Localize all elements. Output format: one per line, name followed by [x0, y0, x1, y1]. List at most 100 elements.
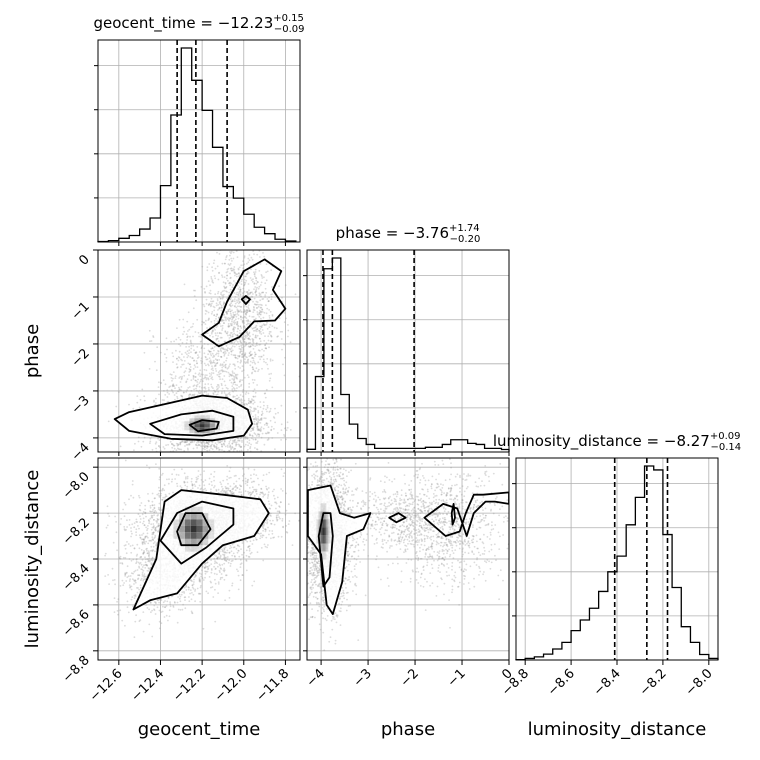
scatter-point: [235, 377, 238, 379]
scatter-point: [271, 293, 274, 295]
scatter-point: [252, 402, 255, 405]
scatter-point: [228, 304, 231, 306]
scatter-point: [185, 440, 188, 442]
scatter-point: [278, 285, 280, 287]
scatter-point: [206, 374, 208, 377]
scatter-point: [204, 355, 207, 358]
scatter-point: [258, 332, 261, 334]
scatter-point: [195, 385, 198, 388]
scatter-point: [232, 316, 235, 318]
scatter-point: [217, 352, 220, 355]
density-panel-phase_vs_geocent_time: [97, 247, 301, 453]
scatter-point: [188, 371, 191, 373]
scatter-point: [161, 488, 164, 491]
scatter-point: [236, 334, 239, 337]
scatter-point: [161, 399, 164, 401]
scatter-point: [209, 361, 212, 364]
scatter-point: [268, 332, 271, 335]
scatter-point: [161, 499, 164, 501]
scatter-point: [237, 311, 239, 313]
scatter-point: [162, 379, 165, 382]
scatter-point: [158, 439, 161, 441]
scatter-point: [233, 305, 236, 308]
scatter-point: [189, 441, 192, 444]
scatter-point: [210, 300, 212, 303]
title-value: phase = −3.76: [336, 224, 449, 242]
scatter-point: [244, 316, 247, 319]
scatter-point: [243, 345, 245, 348]
scatter-point: [238, 282, 241, 284]
scatter-point: [217, 292, 219, 295]
scatter-point: [250, 256, 253, 259]
scatter-point: [143, 436, 146, 439]
scatter-point: [253, 420, 256, 423]
scatter-point: [188, 374, 190, 376]
scatter-point: [124, 573, 127, 576]
scatter-point: [229, 373, 232, 376]
scatter-point: [217, 447, 220, 449]
scatter-point: [229, 547, 231, 550]
scatter-point: [189, 393, 192, 396]
scatter-point: [255, 408, 257, 411]
scatter-point: [137, 436, 140, 439]
density-cell: [199, 427, 205, 431]
scatter-point: [249, 354, 252, 356]
scatter-point: [165, 337, 168, 340]
scatter-point: [115, 531, 118, 534]
scatter-point: [219, 571, 221, 573]
scatter-point: [252, 395, 255, 398]
scatter-point: [203, 287, 206, 290]
scatter-point: [253, 408, 256, 411]
scatter-point: [251, 357, 254, 359]
scatter-point: [238, 301, 241, 304]
scatter-point: [252, 399, 255, 402]
scatter-point: [241, 350, 244, 353]
scatter-point: [240, 449, 243, 452]
scatter-point: [189, 393, 191, 396]
scatter-point: [216, 337, 219, 340]
scatter-point: [245, 341, 248, 344]
scatter-point: [224, 282, 227, 285]
scatter-point: [256, 426, 259, 429]
scatter-point: [233, 271, 236, 273]
scatter-point: [258, 303, 260, 306]
scatter-point: [166, 391, 169, 394]
scatter-point: [230, 269, 233, 272]
scatter-point: [243, 355, 246, 357]
scatter-point: [266, 363, 269, 366]
scatter-point: [215, 443, 218, 446]
scatter-point: [191, 325, 194, 328]
scatter-point: [229, 322, 232, 325]
scatter-point: [255, 247, 257, 249]
scatter-point: [257, 287, 260, 290]
scatter-point: [173, 444, 176, 447]
scatter-point: [207, 442, 209, 444]
scatter-point: [219, 370, 221, 372]
scatter-point: [238, 274, 241, 277]
scatter-point: [239, 484, 241, 487]
scatter-point: [238, 355, 241, 358]
scatter-point: [174, 398, 176, 401]
scatter-point: [229, 310, 232, 313]
scatter-point: [206, 445, 208, 447]
scatter-point: [226, 318, 229, 320]
scatter-point: [246, 359, 249, 362]
scatter-point: [195, 387, 197, 390]
histogram-step-geocent_time: [97, 47, 297, 243]
scatter-point: [218, 449, 220, 451]
scatter-point: [142, 532, 145, 535]
scatter-point: [249, 345, 252, 348]
scatter-point: [246, 441, 249, 443]
scatter-point: [260, 418, 263, 421]
scatter-point: [206, 327, 208, 329]
scatter-point: [186, 350, 189, 353]
scatter-point: [159, 382, 162, 385]
scatter-point: [247, 444, 250, 447]
scatter-point: [172, 384, 174, 386]
scatter-point: [252, 311, 255, 313]
scatter-point: [185, 381, 188, 384]
scatter-point: [213, 322, 216, 325]
scatter-point: [185, 380, 188, 383]
scatter-point: [189, 363, 192, 366]
scatter-point: [210, 372, 213, 374]
